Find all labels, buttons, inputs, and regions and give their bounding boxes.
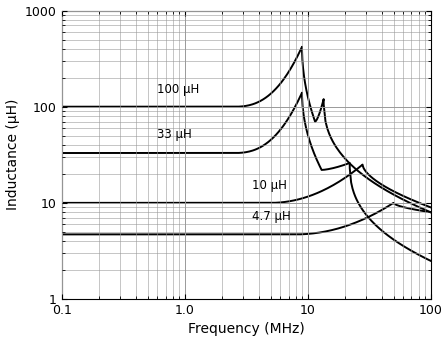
Y-axis label: Inductance (μH): Inductance (μH) [5,99,20,210]
Text: 100 μH: 100 μH [157,83,200,96]
Text: 10 μH: 10 μH [252,179,286,192]
Text: 4.7 μH: 4.7 μH [252,210,290,223]
Text: 33 μH: 33 μH [157,128,192,141]
X-axis label: Frequency (MHz): Frequency (MHz) [188,323,305,337]
